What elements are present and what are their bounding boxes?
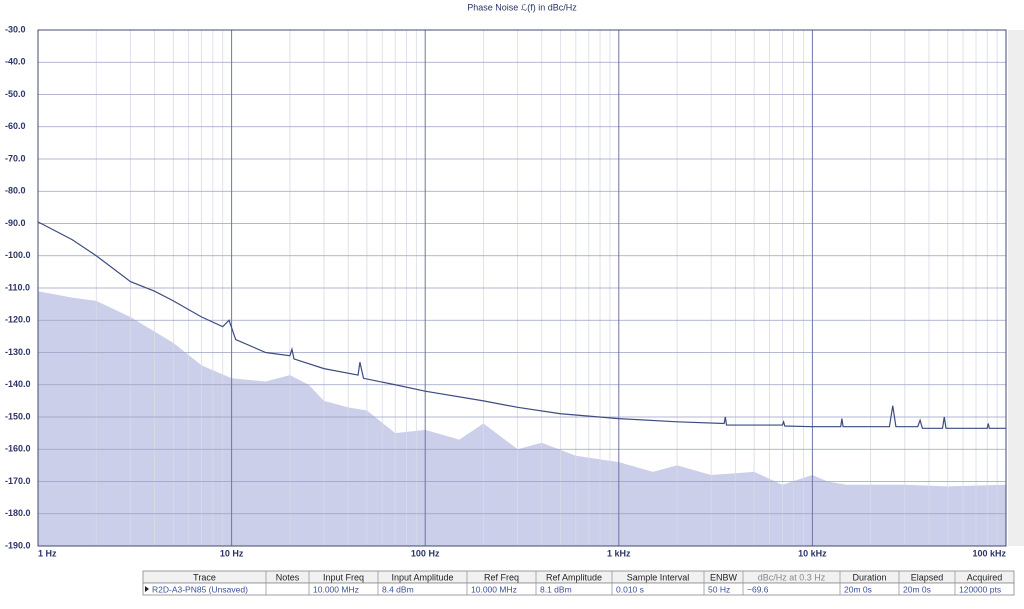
y-tick-label: -190.0 [5,540,31,550]
table-header: Ref Freq [484,572,519,582]
table-cell: 10.000 MHz [471,584,517,594]
x-tick-label: 100 kHz [972,548,1006,558]
table-cell: ~69.6 [747,584,769,594]
y-tick-label: -120.0 [5,315,31,325]
table-header: Input Freq [323,572,364,582]
y-tick-label: -170.0 [5,476,31,486]
table-cell: 10.000 MHz [313,584,359,594]
table-header: Input Amplitude [391,572,453,582]
table-header: Duration [852,572,886,582]
noise-floor-area [38,291,1006,546]
y-tick-label: -100.0 [5,250,31,260]
y-tick-label: -150.0 [5,411,31,421]
y-tick-label: -70.0 [5,153,26,163]
trace-line [37,221,1006,429]
table-header: ENBW [710,572,738,582]
row-indicator [145,586,149,592]
y-tick-label: -80.0 [5,186,26,196]
x-tick-label: 100 Hz [411,548,440,558]
table-cell: 50 Hz [708,584,730,594]
x-tick-label: 10 Hz [220,548,244,558]
table-header: dBc/Hz at 0.3 Hz [758,572,826,582]
table-header: Sample Interval [627,572,690,582]
table-header: Ref Amplitude [546,572,602,582]
table-cell: 20m 0s [844,584,872,594]
table-header: Notes [276,572,300,582]
table-header: Acquired [967,572,1003,582]
y-tick-label: -130.0 [5,347,31,357]
table-cell: 20m 0s [903,584,931,594]
x-tick-label: 1 kHz [607,548,631,558]
y-tick-label: -40.0 [5,57,26,67]
y-tick-label: -160.0 [5,444,31,454]
scrollbar[interactable] [1008,30,1024,546]
table-header: Elapsed [911,572,944,582]
y-tick-label: -140.0 [5,379,31,389]
table-header: Trace [193,572,216,582]
y-tick-label: -60.0 [5,121,26,131]
y-tick-label: -30.0 [5,24,26,34]
chart-title: Phase Noise ℒ(f) in dBc/Hz [467,2,577,12]
table-cell: 8.1 dBm [540,584,572,594]
table-cell: R2D-A3-PN85 (Unsaved) [152,584,248,594]
y-tick-label: -180.0 [5,508,31,518]
plot-border [37,29,1007,547]
table-cell: 8.4 dBm [382,584,414,594]
table-cell: 0.010 s [616,584,644,594]
y-tick-label: -50.0 [5,89,26,99]
x-tick-label: 10 kHz [798,548,827,558]
y-tick-label: -90.0 [5,218,26,228]
y-tick-label: -110.0 [5,282,30,292]
table-row-bg [142,582,1015,596]
x-tick-label: 1 Hz [38,548,57,558]
table-cell: 120000 pts [959,584,1001,594]
